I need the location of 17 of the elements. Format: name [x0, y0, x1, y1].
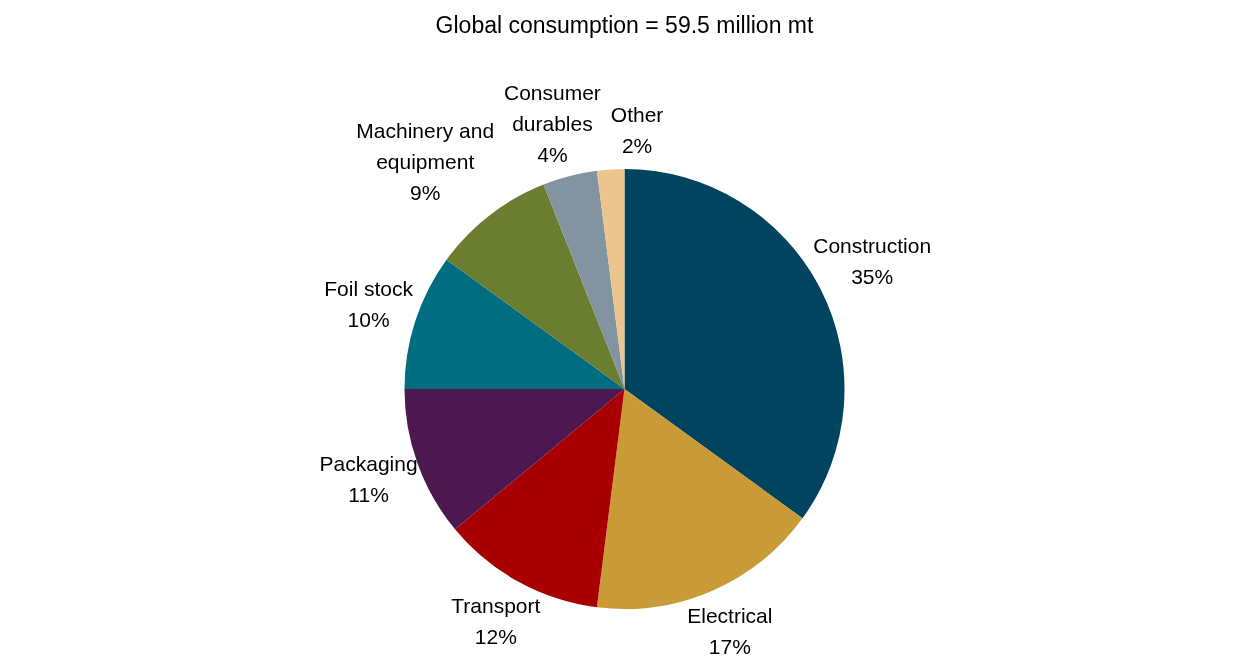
slice-label: Other — [610, 103, 664, 127]
slice-label: Machinery and equipment — [356, 119, 495, 174]
data-label: 11% — [348, 483, 389, 507]
data-label: 12% — [474, 625, 517, 649]
slice-label: Foil stock — [324, 277, 414, 301]
data-label: 2% — [621, 134, 653, 158]
slice-label: Consumer durables — [503, 81, 601, 136]
slice-label: Packaging — [319, 452, 418, 476]
data-label: 4% — [537, 143, 568, 167]
slice-label: Construction — [813, 234, 932, 258]
data-label: 9% — [410, 181, 441, 205]
slice-label: Transport — [451, 594, 541, 618]
slice-label: Electrical — [687, 603, 773, 627]
data-label: 10% — [347, 308, 390, 332]
chart-title: Global consumption = 59.5 million mt — [435, 12, 814, 39]
data-label: 17% — [708, 634, 751, 658]
data-label: 35% — [851, 265, 894, 289]
